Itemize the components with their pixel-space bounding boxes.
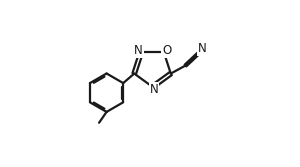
- Text: N: N: [198, 42, 207, 55]
- Text: O: O: [162, 44, 171, 57]
- Text: N: N: [150, 83, 159, 96]
- Text: N: N: [134, 44, 142, 57]
